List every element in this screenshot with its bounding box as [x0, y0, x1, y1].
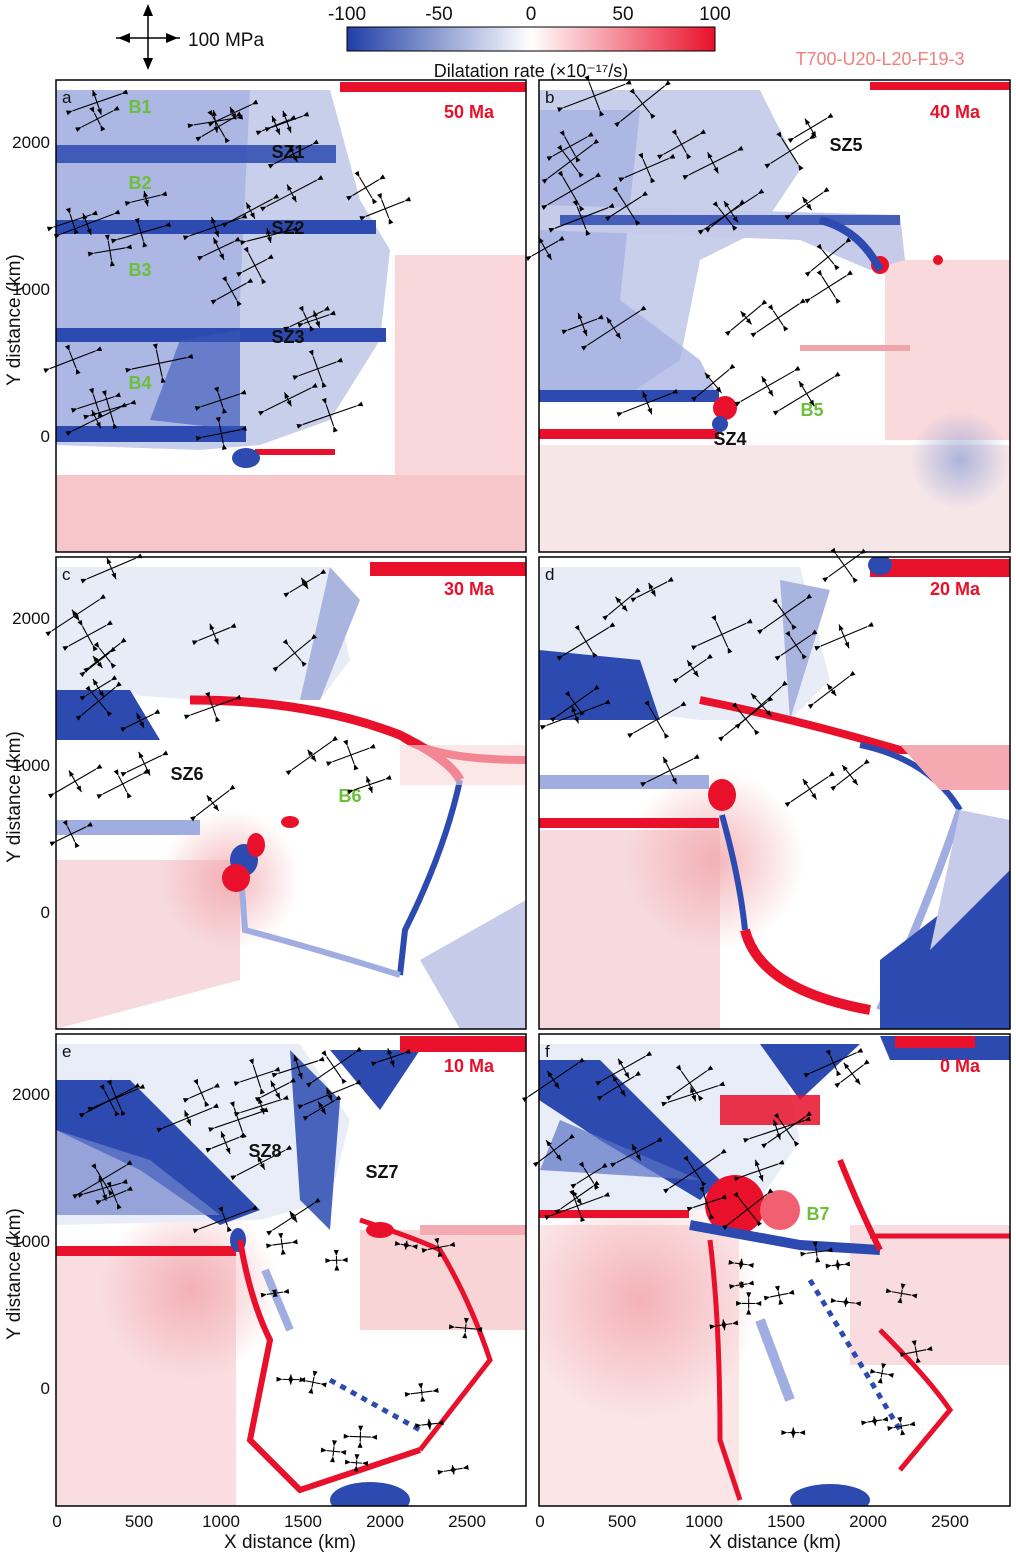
stress-scale-legend: 100 MPa: [116, 4, 264, 70]
x-tick: 2500: [448, 1512, 486, 1531]
x-tick: 2000: [849, 1512, 887, 1531]
y-tick: 0: [41, 1379, 50, 1398]
basin-label: B4: [128, 373, 151, 393]
panel-age: 20 Ma: [930, 579, 981, 599]
shear-zone-label: SZ3: [271, 327, 304, 347]
shear-zone-label: SZ8: [248, 1141, 281, 1161]
panel-age: 40 Ma: [930, 102, 981, 122]
shear-zone-label: SZ4: [713, 429, 746, 449]
panel-letter: c: [62, 565, 71, 584]
panel-c: c 30 Ma SZ6 B6: [55, 556, 527, 1030]
shear-zone-label: SZ7: [365, 1162, 398, 1182]
colorbar-tick: -50: [425, 4, 452, 25]
y-tick: 1000: [12, 756, 50, 775]
y-axis-label: Y distance (km): [4, 254, 25, 386]
panel-frame: [55, 1033, 527, 1507]
y-tick: 0: [41, 427, 50, 446]
basin-label: B2: [128, 173, 151, 193]
x-tick: 1500: [284, 1512, 322, 1531]
colorbar-tick: 0: [526, 4, 537, 25]
shear-zone-label: SZ5: [829, 135, 862, 155]
y-axis-label: Y distance (km): [4, 1208, 25, 1340]
y-tick: 2000: [12, 133, 50, 152]
shear-zone-label: SZ6: [170, 764, 203, 784]
panel-e: e 10 Ma SZ8 SZ7: [55, 1033, 527, 1507]
y-tick: 1000: [12, 280, 50, 299]
basin-label: B3: [128, 260, 151, 280]
panel-f: f 0 Ma B7: [538, 1033, 1011, 1507]
basin-label: B5: [800, 400, 823, 420]
x-tick: 0: [52, 1512, 61, 1531]
panel-letter: e: [62, 1042, 71, 1061]
panel-frame: [538, 79, 1011, 553]
y-axis-label: Y distance (km): [4, 731, 25, 863]
panel-letter: d: [545, 565, 554, 584]
panel-age: 10 Ma: [444, 1056, 495, 1076]
shear-zone-label: SZ2: [271, 218, 304, 238]
x-tick: 2500: [931, 1512, 969, 1531]
x-tick: 1500: [767, 1512, 805, 1531]
y-axis-labels: Y distance (km) Y distance (km) Y distan…: [4, 254, 25, 1340]
stress-tensor-glyphs: [43, 75, 933, 1475]
y-tick: 0: [41, 903, 50, 922]
x-axis-label: X distance (km): [709, 1532, 841, 1553]
basin-label: B1: [128, 97, 151, 117]
y-ticks: 2000 1000 0 2000 1000 0 2000 1000 0: [12, 133, 50, 1398]
colorbar: -100 -50 0 50 100 Dilatation rate (×10⁻¹…: [328, 4, 731, 81]
x-tick: 500: [608, 1512, 636, 1531]
panel-d: d 20 Ma: [538, 556, 1011, 1030]
x-tick: 1000: [202, 1512, 240, 1531]
colorbar-gradient: [346, 26, 716, 52]
colorbar-tick: 50: [612, 4, 633, 25]
panel-age: 30 Ma: [444, 579, 495, 599]
panel-letter: a: [62, 88, 72, 107]
panel-letter: f: [545, 1042, 550, 1061]
model-id: T700-U20-L20-F19-3: [795, 49, 964, 69]
panel-frame: [538, 556, 1011, 1030]
y-tick: 2000: [12, 609, 50, 628]
panel-frame: [55, 79, 527, 553]
x-axis-label: X distance (km): [224, 1532, 356, 1553]
panel-letter: b: [545, 88, 554, 107]
panel-b: b 40 Ma SZ5 SZ4 B5: [538, 79, 1011, 553]
x-tick: 2000: [366, 1512, 404, 1531]
x-tick: 0: [535, 1512, 544, 1531]
y-tick: 1000: [12, 1232, 50, 1251]
scale-label: 100 MPa: [188, 30, 264, 51]
colorbar-title: Dilatation rate (×10⁻¹⁷/s): [434, 61, 629, 81]
x-ticks: 0 500 1000 1500 2000 2500 0 500 1000 150…: [52, 1512, 969, 1531]
panel-a: a 50 Ma B1 B2 B3 B4 SZ1 SZ2 SZ3: [55, 79, 527, 553]
panel-frame: [538, 1033, 1011, 1507]
y-tick: 2000: [12, 1085, 50, 1104]
panel-age: 50 Ma: [444, 102, 495, 122]
basin-label: B6: [338, 786, 361, 806]
basin-label: B7: [806, 1204, 829, 1224]
colorbar-tick: 100: [699, 4, 731, 25]
shear-zone-label: SZ1: [271, 142, 304, 162]
x-tick: 500: [125, 1512, 153, 1531]
panel-age: 0 Ma: [940, 1056, 981, 1076]
colorbar-tick: -100: [328, 4, 366, 25]
x-tick: 1000: [685, 1512, 723, 1531]
